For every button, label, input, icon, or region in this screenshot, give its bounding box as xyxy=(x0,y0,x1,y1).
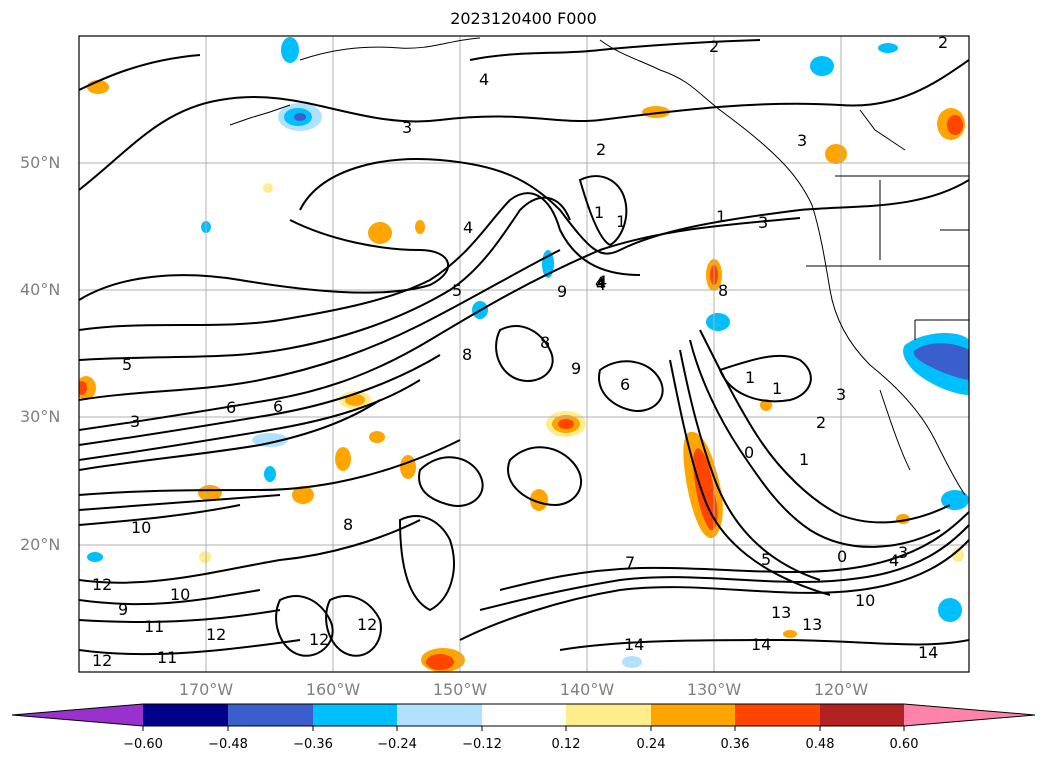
contour-labels: 2 2 4 3 3 2 1 4 5 4 8 8 9 1 3 6 8 9 6 1 … xyxy=(92,33,948,670)
svg-text:3: 3 xyxy=(402,118,412,137)
svg-text:5: 5 xyxy=(761,550,771,569)
lat-label-50n: 50°N xyxy=(20,153,61,172)
svg-text:3: 3 xyxy=(836,385,846,404)
svg-text:2: 2 xyxy=(709,37,719,56)
colorbar-swatch-10 xyxy=(904,704,1035,726)
svg-text:8: 8 xyxy=(462,345,472,364)
svg-text:9: 9 xyxy=(571,359,581,378)
lon-label-140w: 140°W xyxy=(559,680,615,699)
svg-text:6: 6 xyxy=(273,397,283,416)
colorbar-tick-label: −0.48 xyxy=(208,737,248,752)
lat-label-30n: 30°N xyxy=(20,407,61,426)
colorbar-swatch-2 xyxy=(228,704,313,726)
colorbar-tick-label: 0.60 xyxy=(889,737,919,752)
colorbar-swatch-0 xyxy=(12,704,143,726)
svg-text:14: 14 xyxy=(751,635,771,654)
coastlines xyxy=(229,37,969,496)
svg-text:5: 5 xyxy=(122,355,132,374)
svg-text:3: 3 xyxy=(898,543,908,562)
svg-text:1: 1 xyxy=(772,379,782,398)
colorbar-tick-label: 0.36 xyxy=(720,737,750,752)
lat-label-40n: 40°N xyxy=(20,280,61,299)
svg-text:12: 12 xyxy=(92,651,112,670)
svg-text:10: 10 xyxy=(131,518,151,537)
colorbar-swatch-6 xyxy=(566,704,651,726)
svg-text:1: 1 xyxy=(745,368,755,387)
svg-text:12: 12 xyxy=(92,575,112,594)
svg-text:14: 14 xyxy=(918,643,938,662)
svg-text:8: 8 xyxy=(540,333,550,352)
svg-text:4: 4 xyxy=(463,218,473,237)
colorbar-tick-label: −0.24 xyxy=(377,737,417,752)
svg-text:14: 14 xyxy=(624,635,644,654)
svg-text:1: 1 xyxy=(616,212,626,231)
svg-text:6: 6 xyxy=(620,375,630,394)
page-title: 2023120400 F000 xyxy=(450,9,597,28)
svg-text:4: 4 xyxy=(479,70,489,89)
svg-text:13: 13 xyxy=(802,615,822,634)
svg-text:11: 11 xyxy=(144,617,164,636)
map-frame xyxy=(78,35,970,673)
colorbar-tick-label: 0.24 xyxy=(636,737,666,752)
svg-text:9: 9 xyxy=(557,282,567,301)
lon-label-130w: 130°W xyxy=(686,680,742,699)
svg-text:8: 8 xyxy=(343,515,353,534)
colorbar-swatch-3 xyxy=(313,704,397,726)
svg-text:12: 12 xyxy=(206,625,226,644)
lon-label-150w: 150°W xyxy=(432,680,488,699)
colorbar xyxy=(11,703,1036,731)
svg-text:4: 4 xyxy=(596,275,606,294)
svg-text:7: 7 xyxy=(625,553,635,572)
svg-text:3: 3 xyxy=(758,213,768,232)
lon-label-120w: 120°W xyxy=(813,680,869,699)
svg-text:8: 8 xyxy=(718,281,728,300)
svg-text:3: 3 xyxy=(130,412,140,431)
colorbar-swatch-8 xyxy=(735,704,820,726)
colorbar-tick-label: −0.12 xyxy=(462,737,502,752)
colorbar-tick-label: −0.60 xyxy=(123,737,163,752)
svg-text:12: 12 xyxy=(357,615,377,634)
svg-text:1: 1 xyxy=(799,450,809,469)
svg-text:1: 1 xyxy=(594,203,604,222)
svg-text:11: 11 xyxy=(157,648,177,667)
svg-text:4: 4 xyxy=(889,551,899,570)
lat-label-20n: 20°N xyxy=(20,535,61,554)
svg-text:4: 4 xyxy=(595,273,605,292)
lon-label-170w: 170°W xyxy=(178,680,234,699)
colorbar-swatch-4 xyxy=(397,704,482,726)
colorbar-swatch-7 xyxy=(651,704,735,726)
svg-text:0: 0 xyxy=(744,443,754,462)
contour-lines xyxy=(79,39,969,657)
lon-label-160w: 160°W xyxy=(305,680,361,699)
svg-text:2: 2 xyxy=(596,140,606,159)
colorbar-swatch-9 xyxy=(820,704,904,726)
svg-text:10: 10 xyxy=(855,591,875,610)
svg-text:0: 0 xyxy=(837,547,847,566)
svg-text:3: 3 xyxy=(797,131,807,150)
svg-text:6: 6 xyxy=(226,398,236,417)
colorbar-tick-label: −0.36 xyxy=(293,737,333,752)
colorbar-swatch-1 xyxy=(143,704,228,726)
svg-text:2: 2 xyxy=(938,33,948,52)
svg-text:9: 9 xyxy=(118,600,128,619)
svg-text:5: 5 xyxy=(452,281,462,300)
svg-text:12: 12 xyxy=(309,630,329,649)
colorbar-swatch-5 xyxy=(482,704,566,726)
colorbar-tick-label: 0.48 xyxy=(805,737,835,752)
svg-text:2: 2 xyxy=(816,413,826,432)
graticule xyxy=(79,36,969,672)
svg-text:10: 10 xyxy=(170,585,190,604)
map-background xyxy=(79,36,969,672)
svg-text:4: 4 xyxy=(597,272,607,291)
colorbar-tick-label: 0.12 xyxy=(551,737,581,752)
svg-text:1: 1 xyxy=(716,207,726,226)
svg-text:13: 13 xyxy=(771,603,791,622)
